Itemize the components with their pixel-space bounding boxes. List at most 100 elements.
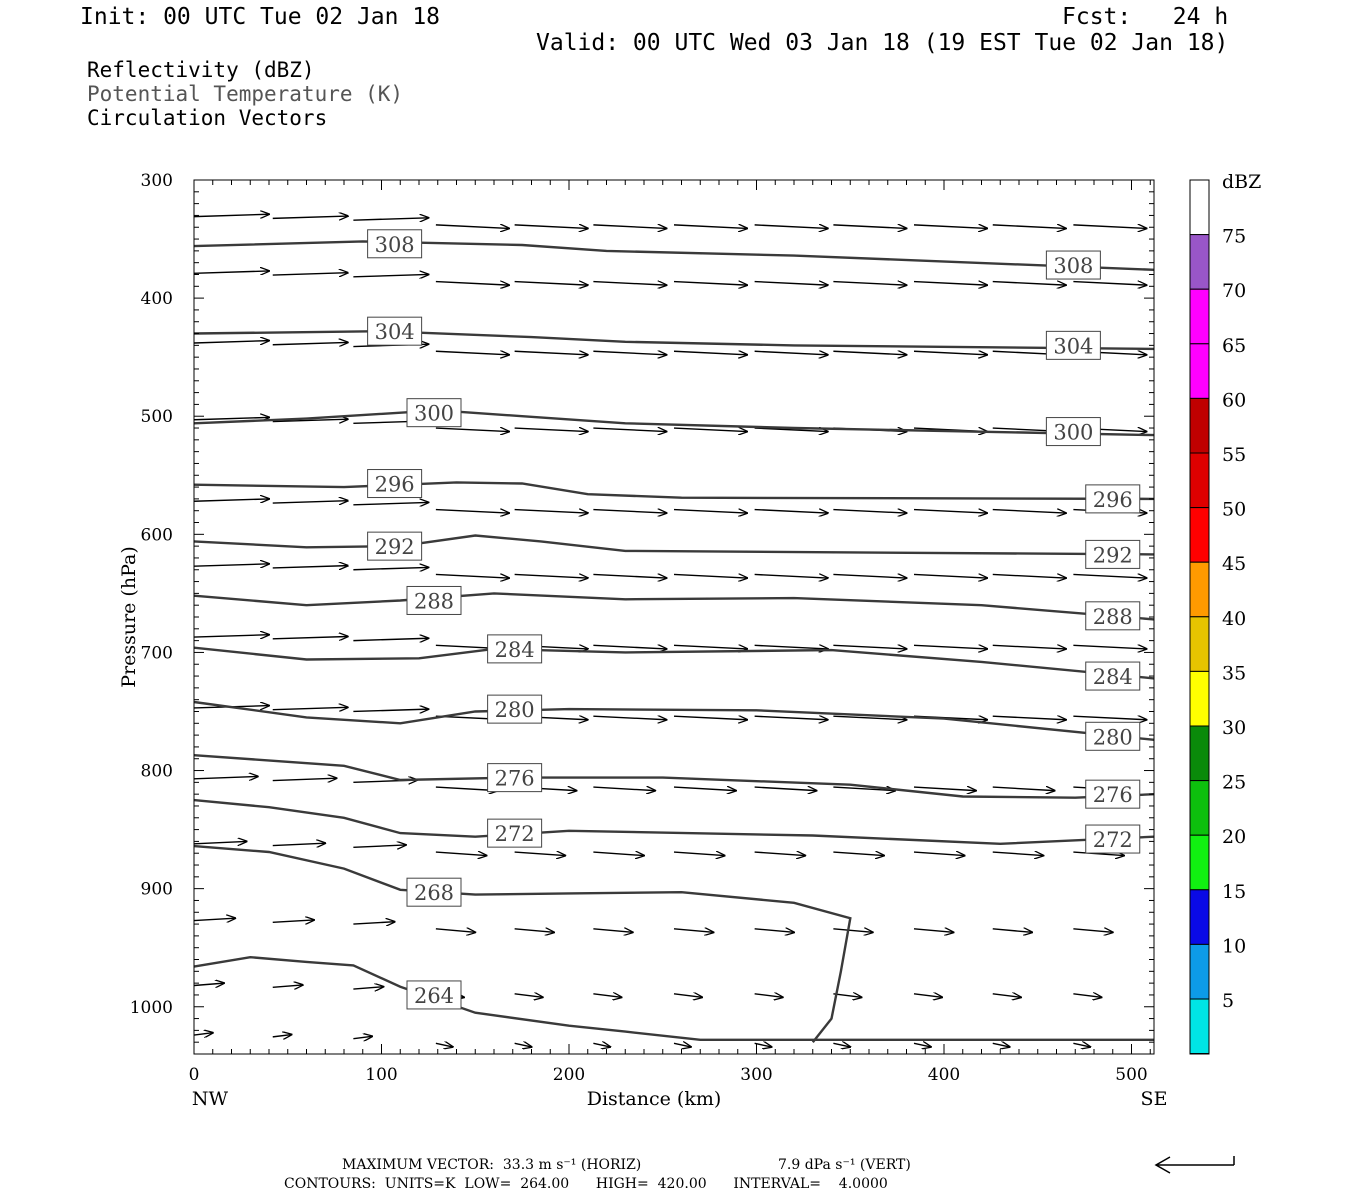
circulation-vector bbox=[353, 274, 428, 276]
contour-label-288: 288 bbox=[1093, 605, 1133, 629]
theta-contour-268 bbox=[193, 844, 852, 1043]
circulation-vector bbox=[272, 566, 348, 568]
circulation-vector bbox=[1073, 645, 1146, 649]
theta-contour-284 bbox=[193, 646, 1155, 680]
circulation-vector bbox=[272, 636, 348, 638]
colorbar-label: 55 bbox=[1222, 444, 1246, 466]
contour-label-300: 300 bbox=[1053, 421, 1093, 445]
colorbar-label: 60 bbox=[1222, 389, 1246, 411]
circulation-vector bbox=[754, 574, 828, 578]
circulation-vector bbox=[593, 225, 666, 229]
contour-label-box bbox=[1085, 779, 1141, 809]
x-tick-label: 500 bbox=[1115, 1065, 1147, 1085]
colorbar-label: 70 bbox=[1222, 280, 1246, 302]
x-axis-label: Distance (km) bbox=[587, 1088, 722, 1110]
circulation-vector bbox=[593, 929, 632, 933]
circulation-vector bbox=[913, 1043, 931, 1047]
y-tick-label: 900 bbox=[141, 880, 173, 900]
circulation-vector bbox=[435, 1043, 453, 1047]
colorbar-segment bbox=[1189, 507, 1210, 563]
circulation-vector bbox=[913, 225, 987, 229]
colorbar-segment bbox=[1189, 452, 1210, 509]
contour-label-276: 276 bbox=[1093, 783, 1133, 807]
contour-label-box bbox=[406, 585, 462, 615]
colorbar-label: 35 bbox=[1222, 662, 1246, 684]
y-tick-label: 1000 bbox=[130, 998, 173, 1018]
circulation-vector bbox=[193, 271, 269, 273]
circulation-vector bbox=[992, 716, 1066, 720]
circulation-vector bbox=[593, 994, 621, 998]
max-vector-vert-info: 7.9 dPa s⁻¹ (VERT) bbox=[778, 1157, 911, 1173]
x-tick-label: 400 bbox=[928, 1065, 960, 1085]
circulation-vector bbox=[193, 564, 269, 566]
circulation-vector bbox=[1073, 852, 1124, 856]
contour-label-box bbox=[406, 980, 462, 1010]
colorbar-segment bbox=[1189, 889, 1210, 945]
circulation-vector bbox=[514, 852, 566, 856]
circulation-vector bbox=[353, 502, 428, 504]
theta-contour-288 bbox=[193, 592, 1155, 621]
y-axis-label: Pressure (hPa) bbox=[118, 546, 140, 688]
colorbar-segment bbox=[1189, 616, 1210, 672]
circulation-vector bbox=[833, 225, 906, 229]
circulation-vector bbox=[1073, 994, 1101, 998]
circulation-vector bbox=[193, 918, 235, 920]
circulation-vector bbox=[593, 351, 666, 355]
plot-frame bbox=[193, 179, 1155, 1055]
circulation-vector bbox=[673, 852, 725, 856]
circulation-vector bbox=[435, 574, 509, 578]
contour-label-264: 264 bbox=[414, 984, 454, 1008]
circulation-vector bbox=[754, 351, 828, 355]
y-tick-label: 600 bbox=[141, 525, 173, 545]
legend-potential-temperature: Potential Temperature (K) bbox=[87, 82, 404, 106]
circulation-vector bbox=[514, 225, 588, 229]
circulation-vector bbox=[353, 638, 428, 640]
circulation-vector bbox=[673, 645, 747, 649]
colorbar-label: 15 bbox=[1222, 881, 1246, 903]
contour-label-box bbox=[406, 877, 462, 907]
circulation-vector bbox=[193, 983, 224, 985]
circulation-vector bbox=[272, 501, 348, 503]
circulation-vector bbox=[833, 645, 906, 649]
circulation-vector bbox=[272, 273, 348, 275]
contour-label-276: 276 bbox=[495, 767, 535, 791]
circulation-vector bbox=[514, 994, 543, 998]
colorbar-label: 5 bbox=[1222, 990, 1234, 1012]
circulation-vector bbox=[435, 428, 509, 432]
circulation-vector bbox=[435, 929, 475, 933]
circulation-vector bbox=[992, 994, 1021, 998]
circulation-vector bbox=[593, 428, 666, 432]
contour-label-284: 284 bbox=[495, 638, 535, 662]
circulation-vector bbox=[272, 920, 314, 922]
colorbar-segment bbox=[1189, 288, 1210, 345]
valid-time: Valid: 00 UTC Wed 03 Jan 18 (19 EST Tue … bbox=[536, 30, 1229, 56]
circulation-vector bbox=[353, 845, 406, 847]
contour-label-box bbox=[1045, 330, 1101, 360]
x-tick-label: 200 bbox=[553, 1065, 585, 1085]
max-vector-info: MAXIMUM VECTOR: 33.3 m s⁻¹ (HORIZ) bbox=[342, 1157, 642, 1173]
circulation-vector bbox=[992, 574, 1066, 578]
circulation-vector bbox=[193, 776, 258, 778]
circulation-vector bbox=[272, 778, 337, 780]
contour-label-box bbox=[1085, 484, 1141, 514]
colorbar-title: dBZ bbox=[1222, 171, 1261, 193]
colorbar-label: 40 bbox=[1222, 608, 1246, 630]
circulation-vector bbox=[193, 499, 269, 501]
contour-label-box bbox=[487, 634, 543, 664]
circulation-vector bbox=[992, 645, 1066, 649]
contour-label-308: 308 bbox=[375, 233, 415, 257]
circulation-vector bbox=[992, 787, 1055, 791]
circulation-vector bbox=[992, 510, 1066, 514]
theta-contour-264 bbox=[193, 955, 1154, 1041]
circulation-vector bbox=[754, 929, 794, 933]
circulation-vector bbox=[514, 510, 588, 514]
circulation-vector bbox=[673, 716, 747, 720]
contour-label-272: 272 bbox=[1093, 828, 1133, 852]
contour-label-304: 304 bbox=[1053, 334, 1093, 358]
colorbar-segment bbox=[1189, 561, 1210, 618]
contour-label-box bbox=[367, 469, 423, 499]
circulation-vector bbox=[754, 428, 828, 432]
y-tick-label: 300 bbox=[141, 171, 173, 191]
contour-label-300: 300 bbox=[414, 402, 454, 426]
contour-label-272: 272 bbox=[495, 822, 535, 846]
